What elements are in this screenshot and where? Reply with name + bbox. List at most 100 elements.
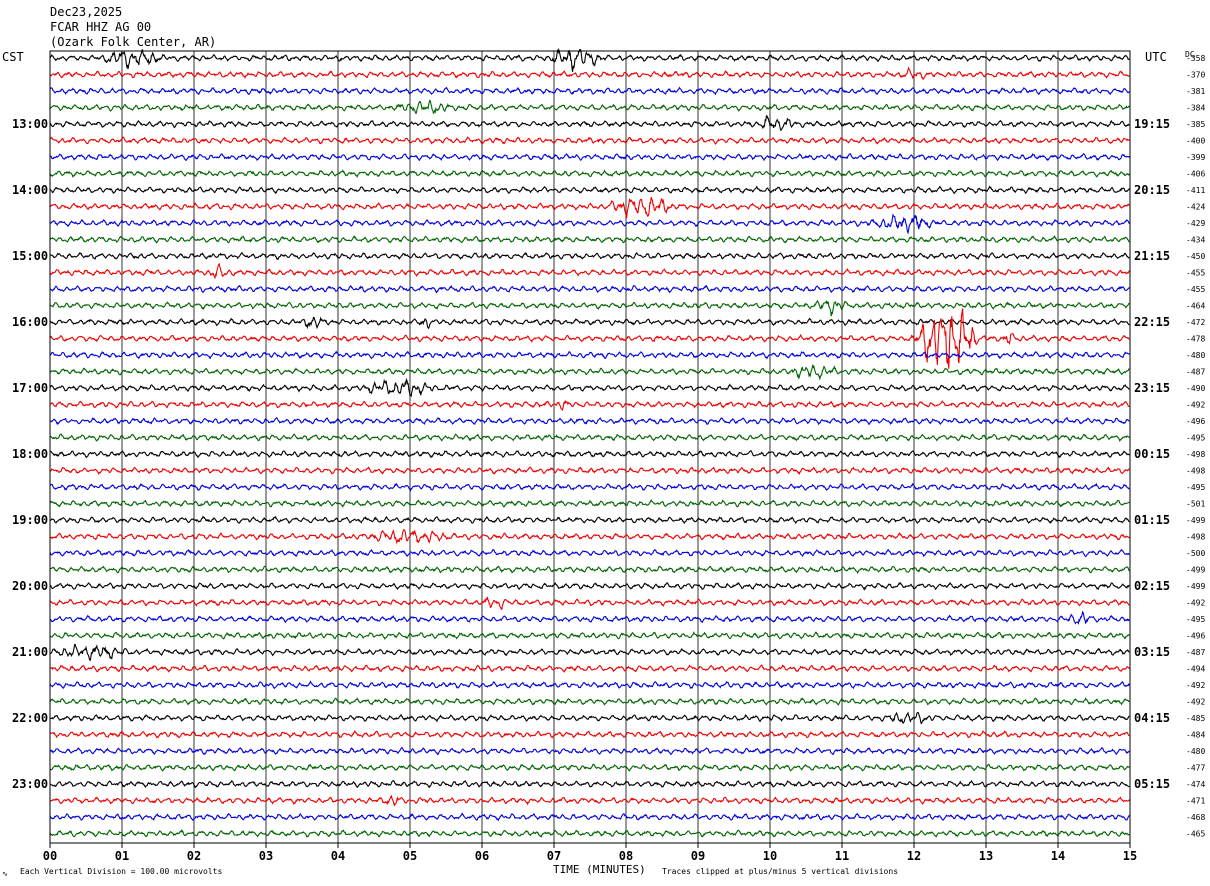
cst-hour-label: 18:00 — [12, 447, 48, 461]
cst-hour-label: 22:00 — [12, 711, 48, 725]
dc-offset-label: -492 — [1186, 681, 1205, 690]
dc-offset-label: -492 — [1186, 401, 1205, 410]
dc-offset-label: -499 — [1186, 566, 1205, 575]
seismic-trace — [49, 548, 1130, 558]
utc-hour-label: 01:15 — [1134, 513, 1170, 527]
seismic-trace — [49, 47, 1130, 72]
x-tick-label: 03 — [259, 849, 273, 863]
dc-offset-label: -499 — [1186, 582, 1205, 591]
dc-offset-label: -480 — [1186, 747, 1205, 756]
utc-hour-label: 21:15 — [1134, 249, 1170, 263]
dc-offset-label: -487 — [1186, 648, 1205, 657]
dc-offset-label: -370 — [1186, 71, 1205, 80]
seismic-trace — [49, 631, 1130, 640]
dc-offset-label: -492 — [1186, 599, 1205, 608]
x-tick-label: 15 — [1123, 849, 1137, 863]
traces — [49, 47, 1130, 838]
seismic-trace — [49, 482, 1130, 492]
seismic-trace — [49, 515, 1130, 525]
seismic-trace — [49, 152, 1130, 162]
header-date: Dec23,2025 — [50, 5, 122, 19]
seismic-trace — [49, 812, 1130, 822]
dc-offset-label: -490 — [1186, 384, 1205, 393]
dc-offset-label: -499 — [1186, 516, 1205, 525]
cst-hour-label: 19:00 — [12, 513, 48, 527]
dc-offset-label: -465 — [1186, 830, 1205, 839]
x-tick-label: 10 — [763, 849, 777, 863]
x-tick-label: 12 — [907, 849, 921, 863]
x-tick-label: 04 — [331, 849, 345, 863]
seismic-trace — [49, 66, 1130, 80]
seismic-trace — [49, 433, 1130, 443]
x-tick-label: 01 — [115, 849, 129, 863]
seismic-trace — [50, 746, 1130, 756]
seismic-trace — [49, 377, 1130, 398]
grid — [121, 51, 1059, 843]
utc-hour-label: 20:15 — [1134, 183, 1170, 197]
utc-hour-label: 19:15 — [1134, 117, 1170, 131]
x-tick-label: 11 — [835, 849, 849, 863]
seismic-trace — [49, 86, 1130, 96]
utc-hour-label: 03:15 — [1134, 645, 1170, 659]
utc-hour-label: 04:15 — [1134, 711, 1170, 725]
dc-offset-label: -399 — [1186, 153, 1205, 162]
dc-offset-label: -485 — [1186, 714, 1205, 723]
dc-offset-label: -450 — [1186, 252, 1205, 261]
utc-hour-label: 02:15 — [1134, 579, 1170, 593]
utc-hour-label: 00:15 — [1134, 447, 1170, 461]
dc-offset-label: -434 — [1186, 236, 1205, 245]
dc-offset-label: -400 — [1186, 137, 1205, 146]
seismic-trace — [49, 99, 1130, 115]
dc-offset-label: -496 — [1186, 417, 1205, 426]
seismic-trace — [49, 284, 1130, 294]
dc-offset-label: -424 — [1186, 203, 1205, 212]
dc-offset-label: -381 — [1186, 87, 1205, 96]
seismic-trace — [49, 711, 1130, 725]
cst-hour-label: 14:00 — [12, 183, 48, 197]
x-tick-label: 00 — [43, 849, 57, 863]
x-tick-label: 09 — [691, 849, 705, 863]
cst-axis-label: CST — [2, 50, 24, 64]
cst-hour-label: 21:00 — [12, 645, 48, 659]
seismic-trace — [49, 499, 1130, 508]
x-tick-label: 02 — [187, 849, 201, 863]
utc-hour-label: 22:15 — [1134, 315, 1170, 329]
seismic-trace — [49, 565, 1130, 574]
dc-offset-label: -478 — [1186, 335, 1205, 344]
seismic-trace — [49, 466, 1130, 476]
clip-note: Traces clipped at plus/minus 5 vertical … — [662, 867, 898, 876]
seismic-trace — [49, 136, 1130, 145]
dc-offset-label: -477 — [1186, 764, 1205, 773]
cst-hour-label: 15:00 — [12, 249, 48, 263]
axis-labels: 13:00 14:00 15:00 16:00 17:00 18:00 19:00 20:00… — [12, 54, 1205, 863]
x-tick-label: 07 — [547, 849, 561, 863]
dc-offset-label: -501 — [1186, 500, 1205, 509]
seismic-trace — [49, 528, 1130, 545]
dc-offset-label: -455 — [1186, 285, 1205, 294]
dc-offset-label: -384 — [1186, 104, 1205, 113]
seismic-trace — [49, 596, 1130, 611]
cst-hour-label: 17:00 — [12, 381, 48, 395]
dc-offset-label: -385 — [1186, 120, 1205, 129]
seismic-trace — [49, 680, 1130, 690]
seismic-trace — [49, 610, 1130, 625]
seismic-trace — [49, 416, 1130, 426]
seismic-trace — [49, 299, 1130, 317]
x-tick-label: 06 — [475, 849, 489, 863]
seismic-trace — [49, 197, 1130, 219]
dc-offset-label: -474 — [1186, 780, 1205, 789]
seismic-trace — [49, 581, 1130, 591]
seismic-trace — [49, 169, 1130, 178]
seismic-trace — [49, 664, 1130, 673]
seismic-trace — [49, 779, 1130, 789]
seismic-trace — [49, 763, 1130, 772]
cst-hour-label: 13:00 — [12, 117, 48, 131]
dc-offset-label: -480 — [1186, 351, 1205, 360]
dc-offset-label: -358 — [1186, 54, 1205, 63]
dc-offset-label: -455 — [1186, 269, 1205, 278]
dc-offset-label: -498 — [1186, 533, 1205, 542]
seismic-trace — [49, 829, 1130, 838]
utc-hour-label: 23:15 — [1134, 381, 1170, 395]
seismic-trace — [49, 795, 1130, 807]
